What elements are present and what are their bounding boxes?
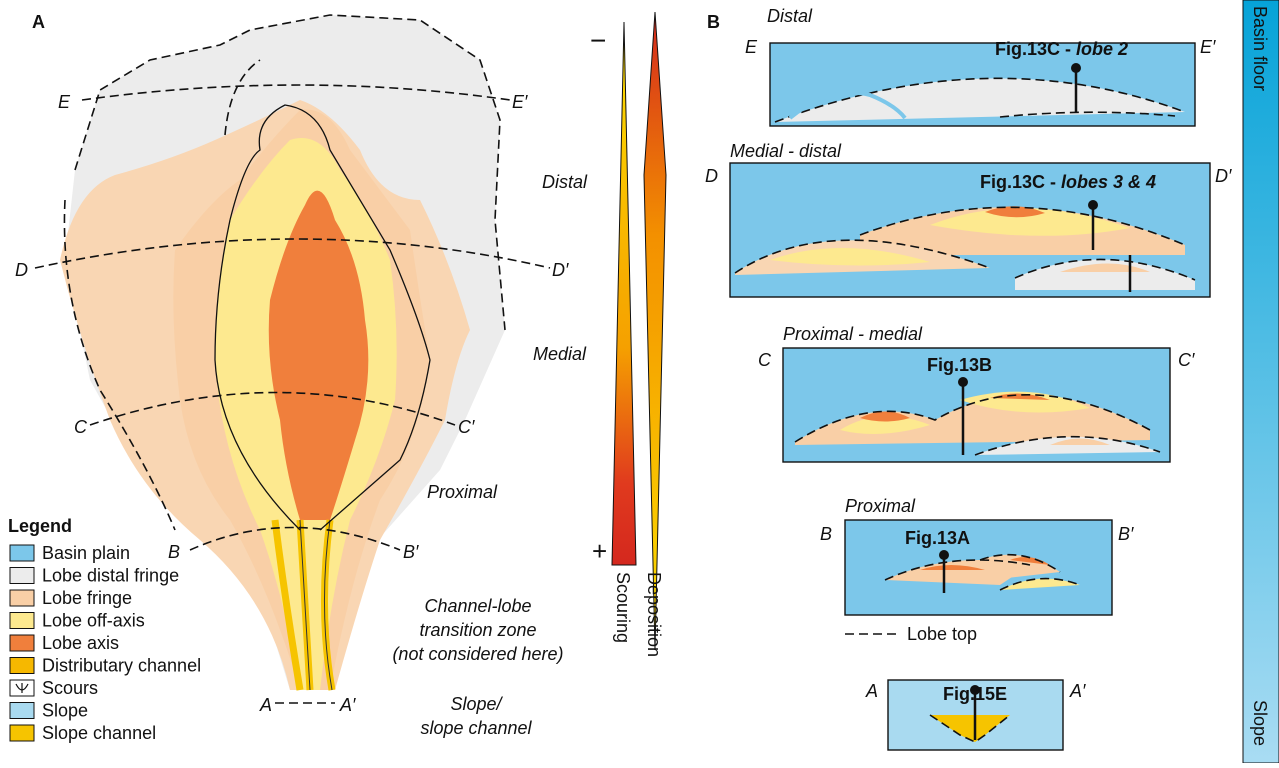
legend-swatch xyxy=(9,612,35,629)
section-right: E′ xyxy=(512,92,528,112)
scale-label: Deposition xyxy=(644,572,664,657)
scale-plus: + xyxy=(592,536,607,566)
fan xyxy=(60,14,506,691)
section-left: C xyxy=(758,350,772,370)
zone-bar xyxy=(1242,0,1279,764)
legend-label: Lobe fringe xyxy=(42,588,132,608)
section-right: C′ xyxy=(458,417,475,437)
section-d xyxy=(729,162,1211,298)
section-left: B xyxy=(168,542,180,562)
legend-swatch xyxy=(9,724,35,742)
zone-label: slope channel xyxy=(420,718,532,738)
zone-label: Distal xyxy=(542,172,588,192)
section-right: A′ xyxy=(339,695,356,715)
legend-swatch xyxy=(9,634,35,652)
zone-label: transition zone xyxy=(419,620,536,640)
panel-label: A xyxy=(32,12,45,32)
section-right: C′ xyxy=(1178,350,1195,370)
panel-label: B xyxy=(707,12,720,32)
section-name: Distal xyxy=(767,6,813,26)
zone-label: Slope xyxy=(1250,700,1270,746)
section-right: A′ xyxy=(1069,681,1086,701)
section-right: B′ xyxy=(403,542,419,562)
section-right: B′ xyxy=(1118,524,1134,544)
legend-label: Distributary channel xyxy=(42,656,201,676)
figure-ref: Fig.13A xyxy=(905,528,970,548)
figure-ref: Fig.13C - lobe 2 xyxy=(995,39,1128,59)
section-left: E xyxy=(58,92,71,112)
section-left: C xyxy=(74,417,88,437)
lobe-top-label: Lobe top xyxy=(907,624,977,644)
section-left: B xyxy=(820,524,832,544)
scouring-bar xyxy=(611,21,637,566)
legend-swatch xyxy=(9,544,35,562)
legend-swatch xyxy=(9,589,35,607)
zone-label: Basin floor xyxy=(1250,6,1270,91)
section-c xyxy=(782,347,1171,463)
zone-label: Medial xyxy=(533,344,587,364)
section-right: E′ xyxy=(1200,37,1216,57)
legend-label: Scours xyxy=(42,678,98,698)
section-lines xyxy=(34,84,551,704)
section-right: D′ xyxy=(1215,166,1232,186)
figure-ref: Fig.13C - lobes 3 & 4 xyxy=(980,172,1156,192)
section-left: A xyxy=(865,681,878,701)
legend-label: Lobe axis xyxy=(42,633,119,653)
section-right: D′ xyxy=(552,260,569,280)
section-left: D xyxy=(705,166,718,186)
zone-label: Slope/ xyxy=(450,694,503,714)
section-left: E xyxy=(745,37,758,57)
figure-ref: Fig.13B xyxy=(927,355,992,375)
legend-label: Slope xyxy=(42,701,88,721)
legend-label: Lobe distal fringe xyxy=(42,566,179,586)
legend-swatch xyxy=(9,567,35,584)
zone-label: Channel-lobe xyxy=(424,596,531,616)
legend-label: Slope channel xyxy=(42,723,156,743)
scale-minus: − xyxy=(590,25,606,56)
legend-swatch xyxy=(9,702,35,719)
section-name: Medial - distal xyxy=(730,141,842,161)
legend-label: Basin plain xyxy=(42,543,130,563)
legend-label: Lobe off-axis xyxy=(42,611,145,631)
section-e xyxy=(769,42,1196,127)
zone-label: Proximal xyxy=(427,482,498,502)
legend-swatch xyxy=(9,657,35,674)
section-name: Proximal - medial xyxy=(783,324,923,344)
section-a xyxy=(887,679,1064,751)
section-left: D xyxy=(15,260,28,280)
scale-label: Scouring xyxy=(613,572,633,643)
legend-title: Legend xyxy=(8,516,72,536)
section-b xyxy=(844,519,1113,635)
scour-icon xyxy=(15,683,29,693)
figure-ref: Fig.15E xyxy=(943,684,1007,704)
zone-label: (not considered here) xyxy=(392,644,563,664)
section-left: A xyxy=(259,695,272,715)
deposition-bar xyxy=(643,11,667,651)
section-name: Proximal xyxy=(845,496,916,516)
